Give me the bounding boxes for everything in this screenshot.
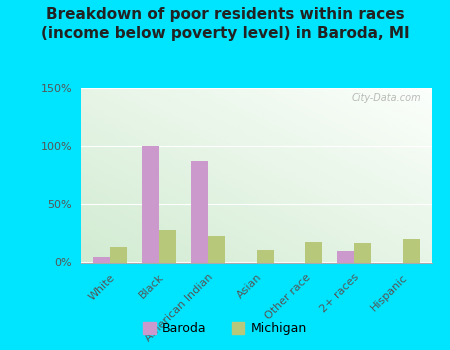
Legend: Baroda, Michigan: Baroda, Michigan xyxy=(138,317,312,340)
Bar xyxy=(354,243,371,262)
Bar xyxy=(305,241,322,262)
Bar xyxy=(110,247,127,262)
Bar xyxy=(208,236,225,262)
Text: Breakdown of poor residents within races
(income below poverty level) in Baroda,: Breakdown of poor residents within races… xyxy=(40,7,410,41)
Bar xyxy=(93,257,110,262)
Text: City-Data.com: City-Data.com xyxy=(352,93,422,103)
Bar xyxy=(191,161,208,262)
Bar xyxy=(337,251,354,262)
Bar xyxy=(142,146,159,262)
Bar xyxy=(159,230,176,262)
Bar xyxy=(403,239,420,262)
Bar xyxy=(256,250,274,262)
